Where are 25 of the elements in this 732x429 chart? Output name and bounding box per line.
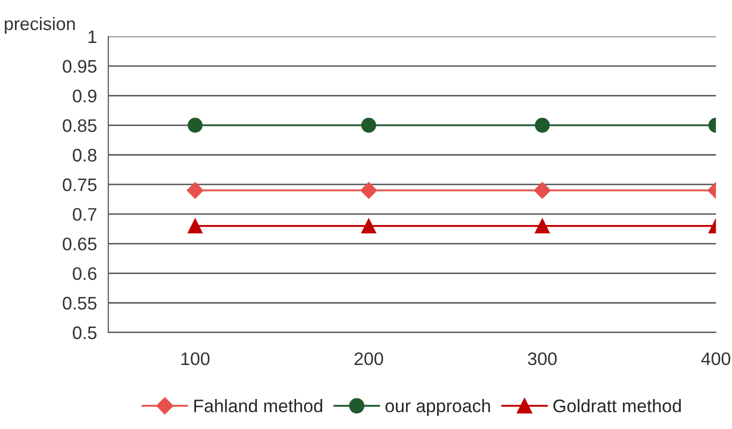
y-tick-label: 0.65 — [62, 238, 96, 250]
x-tick-label: 300 — [528, 352, 557, 366]
y-tick-label: 0.7 — [72, 208, 96, 221]
y-tick-label: 0.55 — [62, 296, 96, 310]
x-tick-label: 400 — [701, 352, 730, 366]
legend-label: Goldratt method — [553, 399, 681, 412]
y-tick-label: 0.85 — [62, 119, 96, 132]
y-tick-label: 0.95 — [62, 60, 96, 73]
y-axis-title: precision — [4, 16, 75, 34]
point — [361, 218, 376, 234]
y-tick-label: 0.5 — [72, 326, 96, 340]
x-tick-label: 200 — [354, 352, 384, 366]
point — [188, 218, 203, 234]
legend-label: Fahland method — [194, 399, 322, 412]
point — [360, 182, 378, 199]
y-tick-label: 0.8 — [72, 148, 96, 162]
y-tick-label: 0.9 — [72, 90, 96, 102]
point — [188, 118, 203, 133]
y-tick-label: 1 — [88, 30, 96, 44]
point — [361, 118, 376, 133]
y-tick-label: 0.75 — [62, 178, 96, 192]
y-tick-label: 0.6 — [72, 267, 96, 280]
legend-label: our approach — [385, 399, 490, 416]
point — [186, 182, 204, 199]
x-tick-label: 100 — [181, 352, 210, 366]
